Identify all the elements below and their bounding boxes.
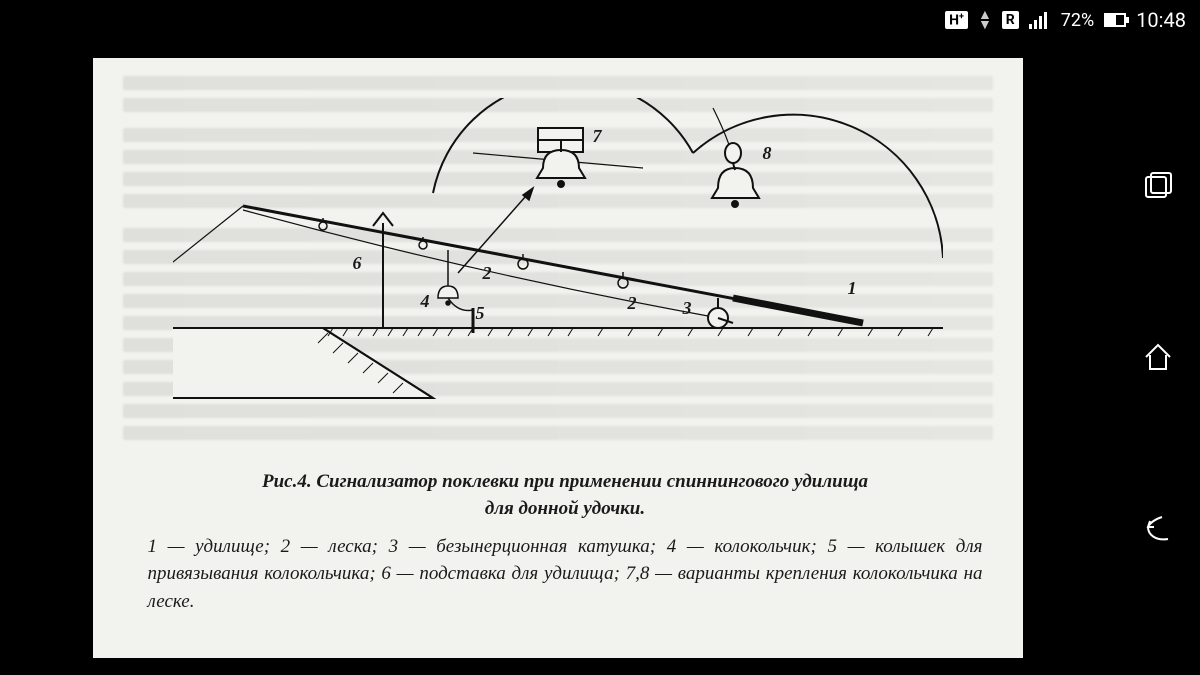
caption-title-line1: Рис.4. Сигнализатор поклевки при примене… — [262, 471, 868, 492]
fig-label-1: 1 — [848, 278, 857, 299]
fig-label-7: 7 — [593, 126, 602, 147]
fig-label-2b: 2 — [628, 293, 637, 314]
network-type-hplus: H+ — [945, 11, 968, 30]
image-viewer[interactable]: 1 2 2 3 4 5 6 7 8 Рис.4. Сигнализатор по… — [0, 40, 1115, 675]
caption-legend: 1 — удилище; 2 — леска; 3 — безынерционн… — [148, 533, 983, 616]
fig-label-8: 8 — [763, 143, 772, 164]
recent-apps-button[interactable] — [1140, 168, 1176, 204]
book-page: 1 2 2 3 4 5 6 7 8 Рис.4. Сигнализатор по… — [93, 58, 1023, 658]
fig-label-2a: 2 — [483, 263, 492, 284]
battery-percent: 72% — [1061, 10, 1094, 31]
status-bar: H+ ▲▼ R 72% 10:48 — [0, 0, 1200, 40]
data-activity-icon: ▲▼ — [978, 10, 992, 30]
figure-caption: Рис.4. Сигнализатор поклевки при примене… — [148, 468, 983, 616]
figure-diagram: 1 2 2 3 4 5 6 7 8 — [173, 98, 943, 418]
signal-icon — [1029, 11, 1051, 29]
fig-label-5: 5 — [476, 303, 485, 324]
home-button[interactable] — [1140, 339, 1176, 375]
caption-title-line2: для донной удочки. — [485, 498, 645, 519]
clock: 10:48 — [1136, 8, 1186, 32]
system-nav-bar — [1115, 40, 1200, 675]
fig-label-4: 4 — [421, 291, 430, 312]
roaming-r-icon: R — [1002, 11, 1019, 29]
fig-label-6: 6 — [353, 253, 362, 274]
back-button[interactable] — [1140, 511, 1176, 547]
battery-icon — [1104, 13, 1126, 27]
fig-label-3: 3 — [683, 298, 692, 319]
